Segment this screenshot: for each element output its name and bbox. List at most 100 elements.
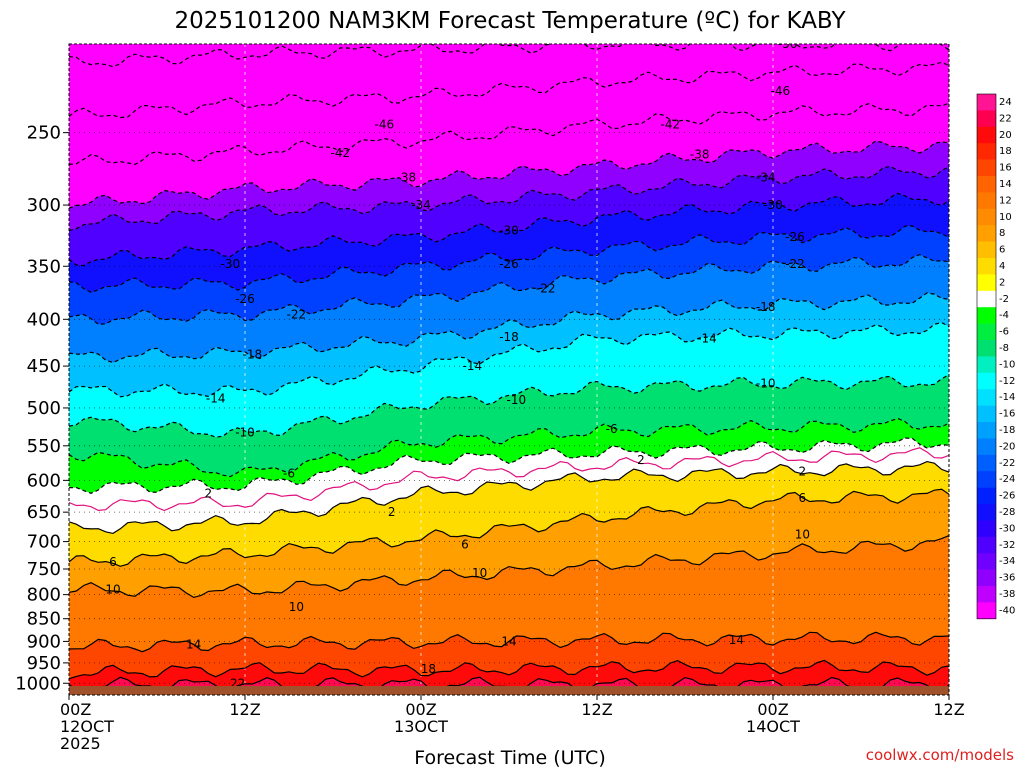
colorbar-swatch <box>977 258 996 275</box>
y-tick-label: 850 <box>27 609 61 630</box>
colorbar-label: 6 <box>999 245 1005 256</box>
isotherm-6 <box>69 488 949 567</box>
colorbar-swatch <box>977 569 996 587</box>
colorbar-swatch <box>977 307 996 324</box>
colorbar-label: -32 <box>999 540 1015 551</box>
y-tick-label: 650 <box>27 502 61 523</box>
contour-label: 2 <box>799 465 807 479</box>
contour-label: -18 <box>756 300 776 314</box>
colorbar-swatch <box>977 323 996 341</box>
y-tick-label: 950 <box>27 653 61 674</box>
colorbar-label: -2 <box>999 294 1009 305</box>
contour-label: -14 <box>206 391 226 405</box>
colorbar-label: -26 <box>999 491 1015 502</box>
plot-frame <box>68 43 950 696</box>
contour-label: -30 <box>221 257 241 271</box>
colorbar-swatch <box>977 225 996 242</box>
colorbar-label: 16 <box>999 163 1012 174</box>
colorbar-swatch <box>977 176 996 193</box>
contour-label: -22 <box>287 307 307 321</box>
contour-label: -10 <box>235 426 255 440</box>
x-tick-label: 14OCT <box>746 717 800 736</box>
colorbar-label: -24 <box>999 474 1015 485</box>
x-tick-label: 00Z <box>60 700 91 719</box>
isotherm--26 <box>69 225 949 293</box>
x-tick-label: 00Z <box>405 700 436 719</box>
x-axis-label: Forecast Time (UTC) <box>414 747 605 768</box>
y-tick-label: 400 <box>27 309 61 330</box>
colorbar-label: -30 <box>999 523 1015 534</box>
credit-text: coolwx.com/models <box>866 746 1014 764</box>
colorbar-label: -4 <box>999 310 1009 321</box>
colorbar-swatch <box>977 536 996 554</box>
colorbar-label: -20 <box>999 441 1015 452</box>
colorbar-swatch <box>977 520 996 538</box>
y-tick-label: 250 <box>27 123 61 144</box>
colorbar-swatch <box>977 126 996 144</box>
isotherm-14 <box>69 631 949 653</box>
y-tick-label: 900 <box>27 631 61 652</box>
temperature-fill-layer <box>69 44 949 695</box>
isotherm--38 <box>69 140 949 209</box>
contour-label: -6 <box>283 467 295 481</box>
contour-label: -26 <box>785 230 805 244</box>
contour-label: 14 <box>186 637 201 651</box>
y-tick-label: 1000 <box>15 673 61 694</box>
isotherm-10 <box>69 535 949 599</box>
contour-label: 10 <box>472 566 487 580</box>
contour-label: -34 <box>756 171 776 185</box>
contour-label: -14 <box>697 332 717 346</box>
contour-label: -18 <box>243 347 263 361</box>
isotherm--50 <box>69 44 949 68</box>
y-tick-label: 600 <box>27 470 61 491</box>
contour-label: 6 <box>461 537 469 551</box>
colorbar-swatch <box>977 208 996 226</box>
isotherm--34 <box>69 165 949 232</box>
contour-label: -10 <box>756 376 776 390</box>
colorbar-label: 24 <box>999 97 1012 108</box>
contour-label: -6 <box>606 422 618 436</box>
colorbar-swatch <box>977 94 996 111</box>
colorbar-label: 12 <box>999 195 1012 206</box>
colorbar-swatch <box>977 454 996 472</box>
isotherm--18 <box>69 292 949 364</box>
y-tick-label: 750 <box>27 559 61 580</box>
colorbar-swatch <box>977 553 996 570</box>
colorbar-label: 14 <box>999 179 1012 190</box>
isotherm--22 <box>69 253 949 325</box>
colorbar-swatch <box>977 241 996 259</box>
colorbar-label: -10 <box>999 359 1015 370</box>
isotherm-layer <box>69 44 949 693</box>
contour-label: 10 <box>289 600 304 614</box>
contour-label: -46 <box>375 118 395 132</box>
colorbar-label: 22 <box>999 113 1012 124</box>
colorbar-swatch <box>977 504 996 521</box>
y-tick-label: 450 <box>27 356 61 377</box>
colorbar-swatch <box>977 438 996 456</box>
x-tick-label: 13OCT <box>394 717 448 736</box>
colorbar-label: 8 <box>999 228 1005 239</box>
colorbar-label: 4 <box>999 261 1005 272</box>
isotherm--42 <box>69 102 949 166</box>
x-tick-label: 2025 <box>60 734 101 753</box>
colorbar-swatch <box>977 192 996 210</box>
colorbar-swatch <box>977 389 996 406</box>
colorbar-label: 10 <box>999 212 1012 223</box>
colorbar-label: -40 <box>999 605 1015 616</box>
contour-label: -26 <box>235 292 255 306</box>
colorbar-frame <box>976 93 997 620</box>
colorbar-swatch <box>977 274 996 292</box>
colorbar-swatch <box>977 159 996 177</box>
contour-label: -30 <box>499 224 519 238</box>
colorbar-label: 2 <box>999 277 1005 288</box>
isotherm--10 <box>69 374 949 438</box>
y-tick-label: 500 <box>27 398 61 419</box>
fill-band--50 <box>69 44 949 67</box>
colorbar-swatch <box>977 340 996 357</box>
contour-label: -18 <box>499 330 519 344</box>
